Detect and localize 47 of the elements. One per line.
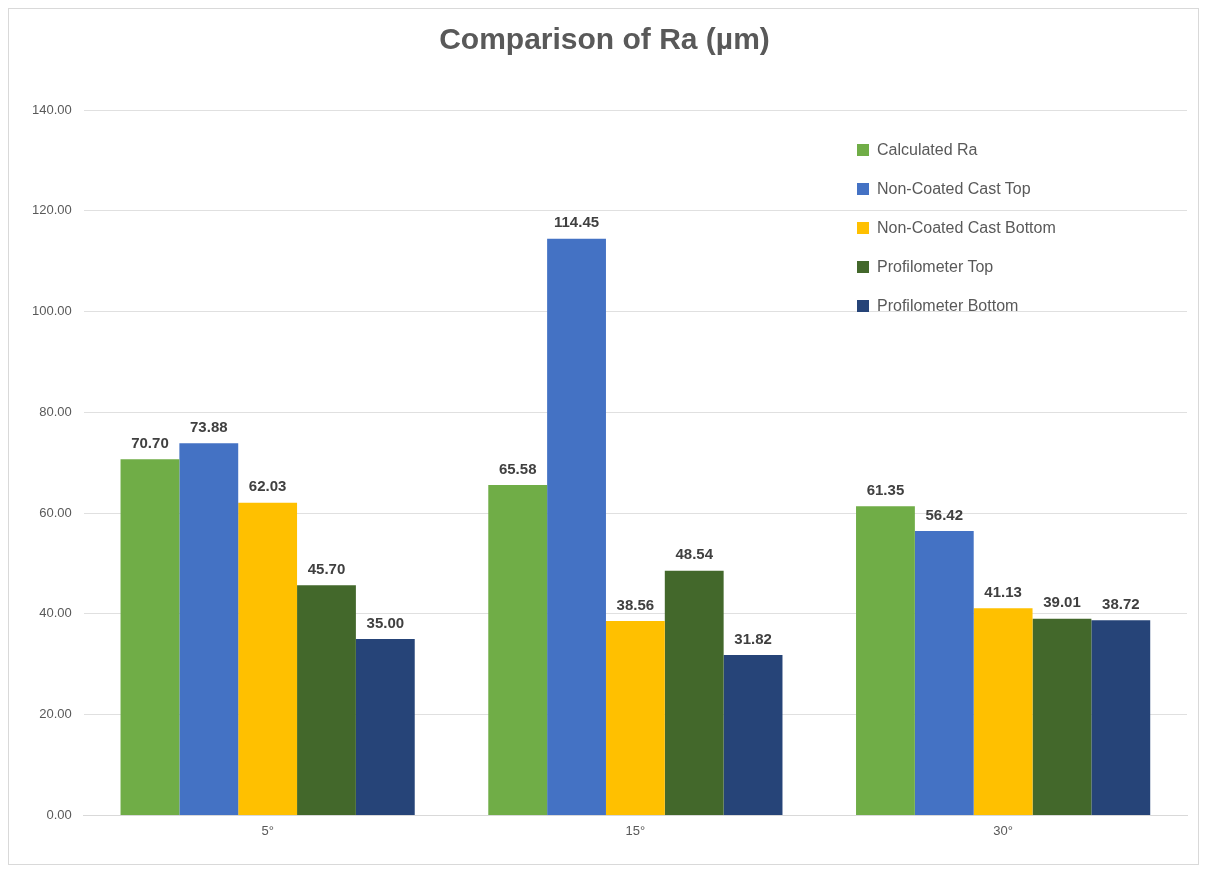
legend-label: Non-Coated Cast Top	[877, 179, 1031, 198]
data-label: 61.35	[866, 480, 905, 498]
bar	[664, 570, 724, 815]
data-label: 39.01	[1043, 593, 1081, 611]
y-tick-label: 60.00	[39, 504, 72, 520]
chart-title: Comparison of Ra (µm)	[438, 22, 771, 56]
data-label: 70.70	[131, 433, 169, 451]
bar	[120, 459, 180, 815]
bar	[914, 531, 974, 815]
bar	[856, 506, 915, 815]
y-tick-label: 140.00	[32, 101, 72, 117]
bar	[973, 608, 1033, 815]
legend-label: Calculated Ra	[877, 140, 978, 159]
legend-label: Profilometer Top	[877, 257, 994, 276]
bar	[355, 639, 415, 815]
bar	[179, 443, 239, 815]
bar	[723, 655, 783, 815]
y-tick-label: 120.00	[32, 202, 72, 218]
data-label: 48.54	[675, 545, 714, 563]
data-label: 41.13	[984, 582, 1022, 600]
data-label: 65.58	[498, 459, 537, 477]
y-tick-label: 40.00	[39, 605, 72, 621]
data-label: 35.00	[366, 613, 405, 631]
bar	[238, 502, 298, 815]
y-tick-label: 80.00	[39, 403, 72, 419]
bar	[605, 621, 665, 815]
legend-label: Profilometer Bottom	[877, 296, 1019, 315]
x-tick-label: 15°	[625, 822, 646, 838]
data-label: 73.88	[190, 417, 228, 435]
data-label: 38.72	[1102, 594, 1140, 612]
data-label: 62.03	[248, 477, 287, 495]
y-tick-label: 0.00	[46, 806, 72, 822]
y-tick-label: 20.00	[39, 706, 72, 722]
y-tick-label: 100.00	[32, 303, 72, 319]
bar	[1091, 620, 1151, 815]
bar	[488, 484, 548, 815]
x-tick-label: 30°	[993, 822, 1013, 838]
bar	[547, 238, 606, 815]
data-label: 31.82	[734, 629, 772, 647]
bar	[1032, 618, 1092, 815]
bar	[297, 585, 356, 815]
data-label: 114.45	[554, 213, 600, 231]
data-label: 45.70	[307, 559, 346, 577]
legend-label: Non-Coated Cast Bottom	[877, 218, 1056, 237]
x-tick-label: 5°	[261, 822, 274, 838]
data-label: 38.56	[616, 595, 655, 613]
data-label: 56.42	[925, 505, 964, 523]
